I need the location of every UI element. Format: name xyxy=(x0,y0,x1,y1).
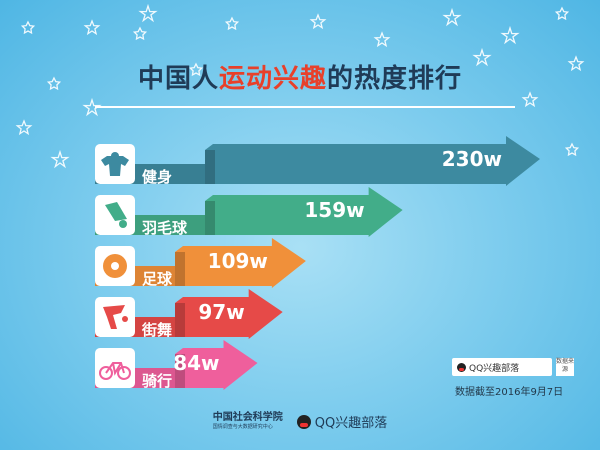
star-icon xyxy=(224,16,240,31)
value-label: 84w xyxy=(173,351,219,375)
value-label: 97w xyxy=(198,300,244,324)
value-label: 159w xyxy=(304,198,364,222)
star-icon xyxy=(82,97,102,117)
title-part-1: 中国人 xyxy=(137,64,219,94)
bar-arrow xyxy=(175,289,283,339)
star-icon xyxy=(554,6,570,21)
bar-arrow xyxy=(205,136,540,186)
value-label: 109w xyxy=(208,249,268,273)
source-tag: 数据来源 xyxy=(556,358,574,376)
star-icon xyxy=(567,55,585,72)
qq-logo-name: QQ兴趣部落 xyxy=(314,416,388,431)
title-part-2: 运动兴趣 xyxy=(218,64,327,94)
cass-subtitle: 国情调查与大数据研究中心 xyxy=(212,424,273,430)
title-part-3: 的热度排行 xyxy=(327,64,463,94)
bar-4: 街舞 97w xyxy=(95,289,283,339)
category-label: 足球 xyxy=(142,270,173,288)
bar-3: 足球 109w xyxy=(95,238,306,288)
cass-logo: 中国社会科学院 国情调查与大数据研究中心 xyxy=(213,412,283,431)
qq-penguin-icon xyxy=(457,362,466,372)
star-icon xyxy=(50,149,70,169)
bar-2: 羽毛球 159w xyxy=(95,187,403,237)
star-icon xyxy=(500,25,520,45)
data-date-note: 数据截至2016年9月7日 xyxy=(455,387,564,398)
bar-1: 健身 230w xyxy=(95,136,540,186)
value-label: 230w xyxy=(442,147,502,171)
star-icon xyxy=(138,3,158,23)
shuttlecock-icon xyxy=(95,195,135,235)
page-title: 中国人运动兴趣的热度排行 xyxy=(0,58,600,95)
cass-name: 中国社会科学院 xyxy=(212,412,283,423)
bar-arrow xyxy=(175,340,258,390)
category-label: 羽毛球 xyxy=(142,219,188,237)
breakdancer-icon xyxy=(95,297,135,337)
bar-fold xyxy=(205,201,215,235)
bar-fold xyxy=(175,252,185,286)
bar-fold xyxy=(175,354,185,388)
star-icon xyxy=(15,119,33,136)
football-icon xyxy=(95,246,135,286)
qq-penguin-icon xyxy=(296,414,311,429)
bar-fold xyxy=(205,150,215,184)
star-icon xyxy=(83,19,101,36)
footer-logos: 中国社会科学院 国情调查与大数据研究中心 QQ兴趣部落 xyxy=(0,412,600,431)
source-badge: QQ兴趣部落 xyxy=(452,358,552,376)
star-icon xyxy=(20,20,36,35)
source-label: QQ兴趣部落 xyxy=(469,363,520,374)
star-icon xyxy=(442,7,462,27)
bodybuilder-icon xyxy=(95,144,135,184)
star-icon xyxy=(521,91,539,108)
bar-arrow xyxy=(205,187,403,237)
bar-arrow xyxy=(175,238,306,288)
category-label: 骑行 xyxy=(142,372,172,390)
star-icon xyxy=(564,142,580,157)
star-icon xyxy=(472,47,492,67)
star-icon xyxy=(46,76,62,91)
title-divider xyxy=(95,106,515,108)
category-label: 街舞 xyxy=(141,321,172,339)
star-icon xyxy=(373,31,391,48)
bar-fold xyxy=(175,303,185,337)
category-label: 健身 xyxy=(142,168,172,186)
qq-logo: QQ兴趣部落 xyxy=(296,412,388,431)
star-icon xyxy=(309,13,327,30)
star-icon xyxy=(188,62,204,77)
bicycle-icon xyxy=(95,348,135,388)
star-icon xyxy=(132,26,148,41)
